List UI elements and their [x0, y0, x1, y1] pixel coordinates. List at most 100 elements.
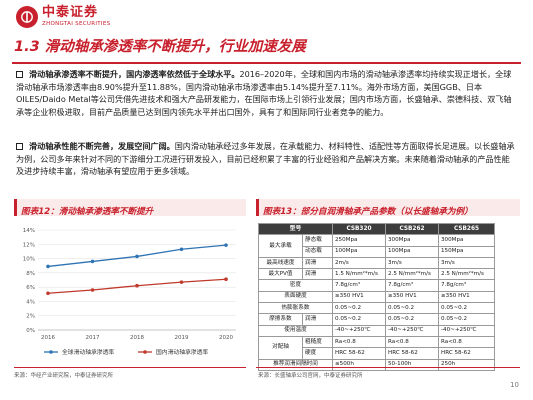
table-cell-value: 2m/s — [332, 256, 386, 270]
data-point — [90, 288, 95, 292]
section-title: 1.3 滑动轴承渗透率不断提升，行业加速发展 — [14, 39, 306, 55]
table-cell-value: 2.5 N/mm²*m/s — [438, 268, 495, 281]
table-cell-value: 3m/s — [438, 256, 495, 270]
logo-icon — [21, 11, 33, 23]
y-tick-label: 12% — [23, 242, 35, 248]
table-cell-param: 润滑 — [302, 313, 333, 326]
bullet-lead: 滑动轴承性能不断完善，发展空间广阔。 — [29, 141, 175, 151]
y-tick-label: 0% — [26, 328, 35, 334]
table-cell-param: 润滑 — [302, 256, 333, 270]
y-tick-label: 8% — [26, 271, 35, 277]
table-cell-value: 0.05~0.2 — [438, 302, 495, 315]
table-cell-value: 0.05~0.2 — [332, 313, 386, 326]
figure13-source: 来源：长盛轴承公司官网，中泰证券研究所 — [258, 373, 363, 379]
table-cell-value: HRC 58-62 — [438, 347, 495, 360]
table-header-cell: CSB265 — [438, 222, 495, 236]
table-cell-param: 润滑 — [302, 268, 333, 281]
table-cell-param: 静态载 — [302, 234, 333, 247]
data-point — [179, 247, 184, 252]
table-cell-value: 300Mpa — [385, 234, 439, 247]
table-cell-value: 3m/s — [385, 256, 439, 270]
table-row: 摩擦系数 润滑 0.05~0.2 0.05~0.2 0.05~0.2 — [258, 313, 495, 326]
x-tick-label: 2018 — [130, 335, 144, 341]
bullet-paragraph-2: 滑动轴承性能不断完善，发展空间广阔。国内滑动轴承经过多年发展，在承载能力、材料特… — [16, 140, 516, 178]
table-header-cell: CSB262 — [385, 222, 439, 236]
table-cell-value: HRC 58-62 — [332, 347, 386, 360]
table-cell-category: 热膨胀系数 — [258, 302, 333, 315]
table-row: 表面硬度 ≥350 HV1 ≥350 HV1 ≥350 HV1 — [258, 290, 495, 304]
data-point — [46, 264, 50, 269]
bullet-lead: 滑动轴承渗透率不断提升，国内渗透率依然低于全球水平。 — [29, 69, 240, 79]
bullet-text: 国内滑动轴承经过多年发展，在承载能力、材料特性、适配性等方面取得长足进展。以长盛… — [16, 141, 515, 177]
table-cell-value: 100Mpa — [332, 245, 386, 258]
table-cell-category: 使用温度 — [258, 324, 333, 337]
table-header-cell: 型号 — [258, 222, 333, 236]
table-cell-value: Ra<0.8 — [385, 335, 439, 349]
table-cell-category: 最高线速度 — [258, 256, 303, 270]
data-point — [135, 254, 139, 259]
table-cell-value: ≥350 HV1 — [332, 290, 386, 304]
table-row: 最大承载 静态载 250Mpa 300Mpa 300Mpa — [258, 234, 495, 258]
table-row: 最大PV值 润滑 1.5 N/mm²*m/s 2.5 N/mm²*m/s 2.5 N/m… — [258, 268, 495, 281]
table-cell-value: -40~+250℃ — [438, 324, 495, 337]
table-cell-value: Ra<0.8 — [438, 335, 495, 349]
logo-subtext: ZHONGTAI SECURITIES — [42, 21, 111, 27]
x-tick-label: 2017 — [86, 335, 100, 341]
table-cell-value: 0.05~0.2 — [385, 313, 439, 326]
table-cell-value: 1.5 N/mm²*m/s — [332, 268, 386, 281]
table-cell-value: -40~+250℃ — [332, 324, 386, 337]
figure13-table-wrap: 型号 CSB320 CSB262 CSB265 最大承载 静态载 250Mpa 300… — [258, 222, 495, 371]
x-tick-label: 2016 — [41, 335, 55, 341]
table-row: 热膨胀系数 0.05~0.2 0.05~0.2 0.05~0.2 — [258, 302, 495, 315]
table-cell-param: 粗糙度 — [302, 335, 333, 349]
table-cell-value: 250h — [438, 358, 495, 371]
table-cell-value: 250Mpa — [332, 234, 386, 247]
table-cell-value: ≥350 HV1 — [438, 290, 495, 304]
table-cell-value: Ra<0.8 — [332, 335, 386, 349]
table-cell-category: 对配轴 — [258, 335, 303, 360]
bullet-paragraph-1: 滑动轴承渗透率不断提升，国内渗透率依然低于全球水平。2016–2020年，全球和… — [16, 68, 516, 118]
y-tick-label: 6% — [26, 285, 35, 291]
table-row: 最高线速度 润滑 2m/s 3m/s 3m/s — [258, 256, 495, 270]
table-cell-value: 0.05~0.2 — [332, 302, 386, 315]
data-point — [179, 280, 184, 284]
table-cell-category: 最大承载 — [258, 234, 303, 258]
table-row: 对配轴 粗糙度 Ra<0.8 Ra<0.8 Ra<0.8 — [258, 335, 495, 360]
table-cell-value: ≤500h — [332, 358, 386, 371]
legend-marker — [143, 350, 147, 354]
figure12-chart: 0% 2% 4% 6% 8% 10% 12% 14% 2016 2017 2018 2019 2020 全… — [14, 218, 246, 366]
table-cell-value: 100Mpa — [385, 245, 439, 258]
table-header-cell: CSB320 — [332, 222, 386, 236]
figure12-title-bar: 图表12：滑动轴承渗透率不断提升 — [14, 199, 246, 217]
figure13-bottom-rule — [256, 367, 520, 368]
line-chart: 0% 2% 4% 6% 8% 10% 12% 14% 2016 2017 2018 2019 2020 全… — [23, 228, 236, 356]
table-header-row: 型号 CSB320 CSB262 CSB265 — [258, 222, 495, 236]
table-row: 使用温度 -40~+250℃ -40~+250℃ -40~+250℃ — [258, 324, 495, 337]
legend-label: 全球滑动轴承渗透率 — [62, 348, 114, 356]
logo-text: 中泰证券 — [42, 5, 99, 20]
bullet-square-icon — [16, 70, 23, 78]
table-cell-param: 动态载 — [302, 245, 333, 258]
figure12-bottom-rule — [14, 367, 246, 368]
x-tick-label: 2019 — [175, 335, 189, 341]
table-cell-value: 150Mpa — [438, 245, 495, 258]
page-number: 10 — [510, 381, 519, 389]
figure13-title-bar: 图表13：部分自润滑轴承产品参数（以长盛轴承为例） — [256, 199, 520, 217]
table-cell-value: 50-100h — [385, 358, 439, 371]
data-point — [90, 259, 95, 264]
table-cell-value: 0.05~0.2 — [438, 313, 495, 326]
table-cell-category: 摩擦系数 — [258, 313, 303, 326]
data-point — [46, 291, 50, 296]
table-cell-value: 7.8g/cm³ — [438, 279, 495, 292]
logo-mark — [16, 6, 38, 28]
table-row: 推荐润滑间隔时间 ≤500h 50-100h 250h — [258, 358, 495, 371]
y-tick-label: 2% — [26, 314, 35, 320]
legend-marker — [49, 350, 53, 354]
figure12-source: 来源：华经产业研究院，中泰证券研究所 — [14, 373, 114, 379]
table-cell-value: 7.8g/cm³ — [332, 279, 386, 292]
table-cell-category: 密度 — [258, 279, 333, 292]
table-cell-value: 2.5 N/mm²*m/s — [385, 268, 439, 281]
bullet-square-icon — [16, 142, 23, 150]
table-cell-value: 300Mpa — [438, 234, 495, 247]
table-cell-value: -40~+250℃ — [385, 324, 439, 337]
